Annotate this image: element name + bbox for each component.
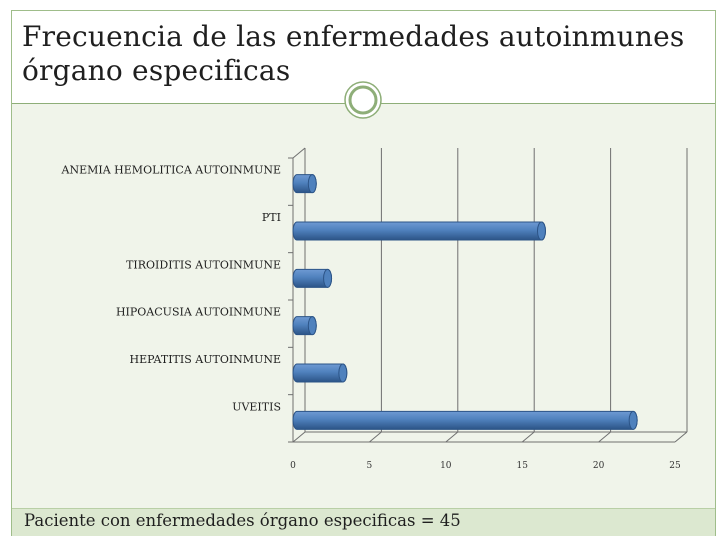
bar-end-cap — [628, 410, 638, 430]
y-category-label: UVEITIS — [232, 400, 281, 413]
x-tick-label: 10 — [440, 461, 452, 471]
x-tick-label: 20 — [593, 461, 605, 471]
slide-title-line-2: órgano especificas — [22, 54, 291, 87]
bar — [292, 410, 638, 430]
y-category-label: ANEMIA HEMOLITICA AUTOINMUNE — [61, 164, 281, 177]
footer-text: Paciente con enfermedades órgano especif… — [24, 511, 461, 530]
bar-end-cap — [307, 316, 317, 336]
bar-end-cap — [307, 174, 317, 194]
y-category-label: PTI — [262, 211, 281, 224]
chart-area — [12, 104, 715, 508]
bar — [292, 221, 546, 241]
y-category-label: HIPOACUSIA AUTOINMUNE — [116, 306, 281, 319]
x-tick-label: 0 — [290, 461, 296, 471]
circle-ornament-icon — [344, 81, 382, 119]
bar-end-cap — [323, 268, 333, 288]
slide-title-line-1: Frecuencia de las enfermedades autoinmun… — [22, 20, 685, 53]
gridline-floor — [598, 431, 611, 443]
bar-end-cap — [338, 363, 348, 383]
slide-title: Frecuencia de las enfermedades autoinmun… — [22, 20, 684, 88]
x-tick-label: 15 — [516, 461, 528, 471]
gridline-floor — [521, 431, 535, 443]
x-tick-label: 5 — [367, 461, 373, 471]
y-category-label: TIROIDITIS AUTOINMUNE — [126, 258, 281, 271]
bar-end-cap — [536, 221, 546, 241]
axis-top-depth — [292, 147, 306, 159]
gridline-floor — [674, 431, 688, 443]
gridline-floor — [445, 431, 459, 443]
x-tick-label: 25 — [669, 461, 681, 471]
footer-bar: Paciente con enfermedades órgano especif… — [12, 508, 715, 536]
gridline-floor — [292, 431, 306, 443]
y-category-label: HEPATITIS AUTOINMUNE — [130, 353, 281, 366]
gridline-floor — [369, 431, 382, 443]
